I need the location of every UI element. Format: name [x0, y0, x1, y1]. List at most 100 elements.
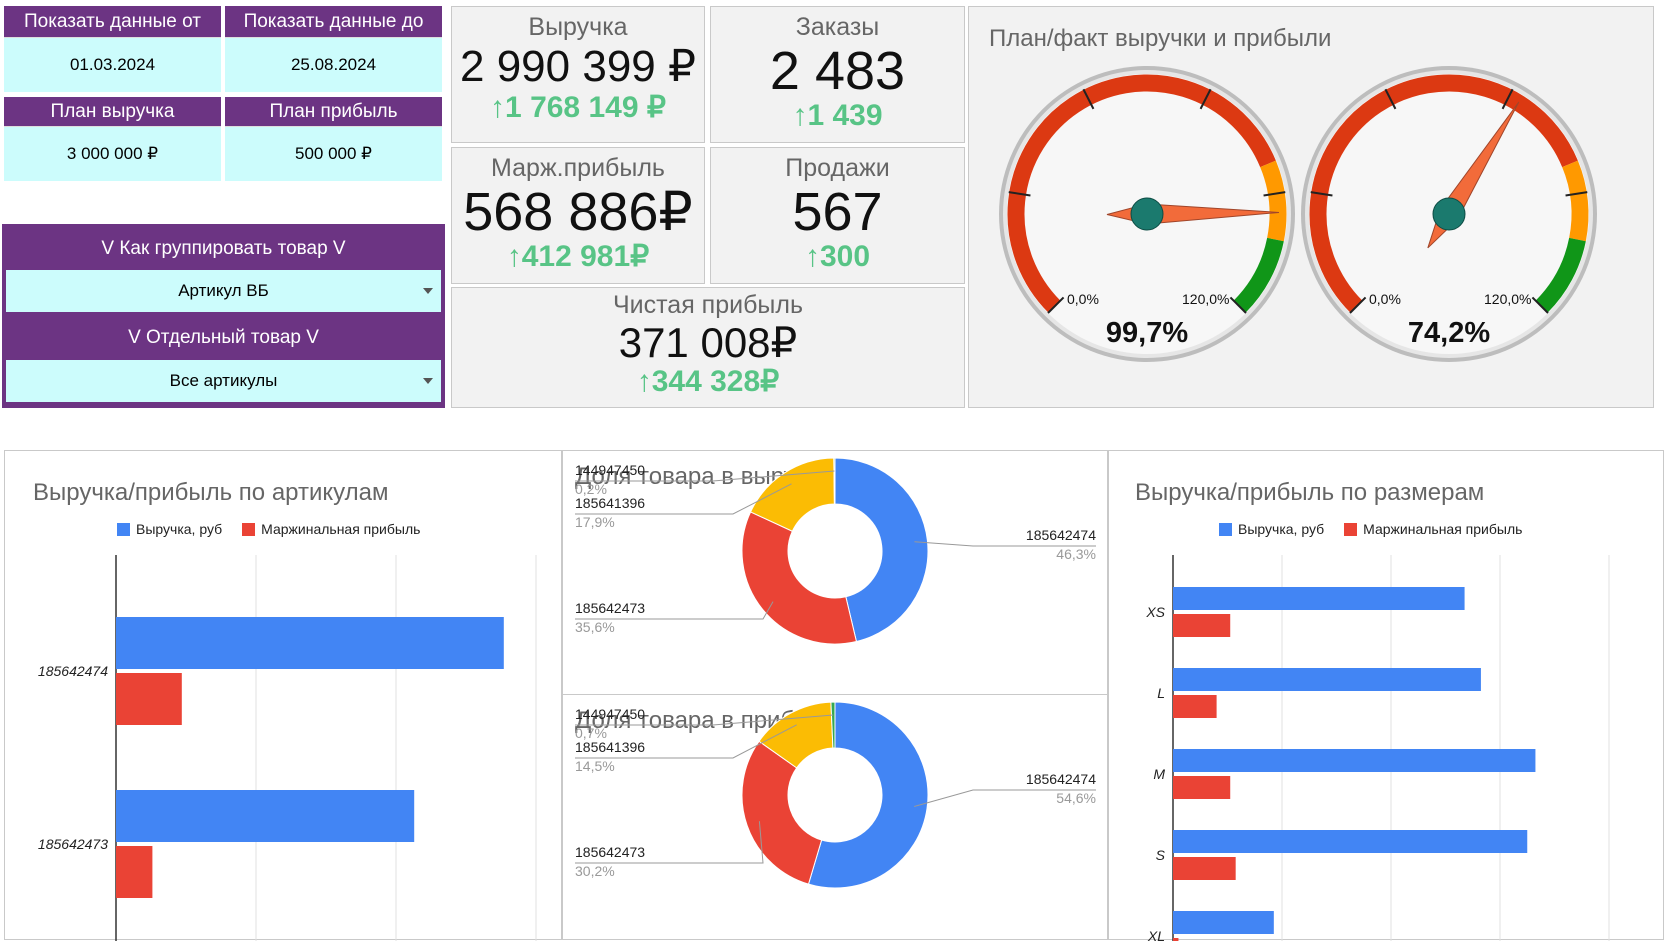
- up-arrow-icon: ↑: [490, 91, 506, 124]
- size-chart-panel: Выручка/прибыль по размерам Выручка, руб…: [1108, 450, 1664, 941]
- size-bar-chart: XS L M S XL: [1145, 555, 1610, 941]
- donut-slice: [833, 457, 836, 505]
- date-from-label: Показать данные от: [4, 6, 221, 38]
- legend-label: Маржинальная прибыль: [261, 521, 421, 537]
- gauge-value-label: 74,2%: [1408, 317, 1490, 349]
- gauge-hub: [1432, 197, 1466, 231]
- chart-title: Выручка/прибыль по размерам: [1135, 479, 1485, 506]
- up-arrow-icon: ↑: [804, 240, 820, 273]
- bar: [1173, 776, 1231, 799]
- gauge-tick: [1008, 191, 1031, 197]
- plan-profit-label: План прибыль: [225, 97, 442, 127]
- gauge-tick: [1263, 191, 1286, 197]
- legend-swatch: [1219, 522, 1232, 536]
- revenue-share-donut: 185642474 46,3% 185642473 35,6% 185641396 17,…: [575, 457, 1096, 645]
- donut-slice: [807, 701, 929, 889]
- slice-percent: 0,2%: [575, 481, 607, 497]
- legend-swatch: [117, 522, 130, 536]
- legend-swatch: [242, 522, 256, 536]
- gauge-band-green: [1233, 237, 1284, 313]
- slice-percent: 17,9%: [575, 514, 615, 530]
- kpi-sales-card: Продажи 567 ↑300: [710, 147, 965, 284]
- leader-line: [914, 541, 1096, 547]
- item-dropdown-value: Все артикулы: [169, 371, 278, 390]
- gauge-max-label: 120,0%: [1182, 291, 1229, 307]
- plan-profit-field[interactable]: 500 000 ₽: [225, 127, 442, 181]
- chart-legend: Выручка, руб Маржинальная прибыль: [1219, 521, 1522, 537]
- kpi-title: Выручка: [528, 13, 628, 41]
- gauge-tick: [1199, 88, 1212, 110]
- kpi-title: Продажи: [785, 154, 890, 182]
- bar: [1173, 587, 1465, 610]
- date-from-field[interactable]: 01.03.2024: [4, 38, 221, 92]
- donut-slice: [830, 701, 836, 749]
- kpi-value: 2 483: [769, 41, 906, 101]
- category-label: 185642474: [38, 663, 108, 679]
- category-label: S: [1156, 847, 1166, 863]
- category-label: XS: [1145, 604, 1165, 620]
- bar: [1173, 614, 1231, 637]
- leader-line: [575, 601, 774, 620]
- slice-label: 185642474: [1026, 771, 1096, 787]
- kpi-revenue-card: Выручка 2 990 399 ₽ ↑1 768 149 ₽: [451, 6, 705, 143]
- article-bar-chart: 185642474 185642473: [38, 555, 537, 941]
- leader-line: [575, 714, 834, 726]
- slice-label: 185642473: [575, 600, 645, 616]
- gauge-tick: [1082, 88, 1095, 110]
- item-dropdown[interactable]: Все артикулы: [6, 360, 441, 402]
- gauge-min-label: 0,0%: [1369, 291, 1401, 307]
- date-to-label: Показать данные до: [225, 6, 442, 38]
- bar: [1173, 749, 1536, 772]
- kpi-margin-card: Марж.прибыль 568 886₽ ↑412 981₽: [451, 147, 705, 284]
- gauges-svg: 0,0% 120,0% 99,7% 0,0% 120,0% 74,2%: [999, 66, 1597, 362]
- donut-slice: [834, 457, 929, 643]
- gauge-band-orange: [1260, 160, 1287, 242]
- leader-line: [575, 470, 835, 482]
- item-label: V Отдельный товар V: [4, 323, 443, 353]
- legend-swatch: [1344, 522, 1358, 536]
- kpi-delta: 344 328₽: [651, 365, 780, 398]
- grouping-dropdown[interactable]: Артикул ВБ: [6, 270, 441, 312]
- up-arrow-icon: ↑: [636, 365, 652, 398]
- slice-label: 144947450: [575, 706, 645, 722]
- gauge-value-label: 99,7%: [1106, 317, 1188, 349]
- slice-label: 185642473: [575, 844, 645, 860]
- plan-revenue-field[interactable]: 3 000 000 ₽: [4, 127, 221, 181]
- gauge-tick: [1531, 296, 1549, 314]
- gauge-hub: [1130, 197, 1164, 231]
- gauge-tick: [1310, 191, 1333, 197]
- chart-legend: Выручка, руб Маржинальная прибыль: [117, 521, 420, 537]
- gauge-band-orange: [1562, 160, 1589, 242]
- up-arrow-icon: ↑: [792, 99, 808, 132]
- gauge-tick: [1384, 88, 1397, 110]
- kpi-title: Чистая прибыль: [613, 291, 803, 319]
- slice-label: 185641396: [575, 739, 645, 755]
- slice-percent: 14,5%: [575, 758, 615, 774]
- plan-revenue-label: План выручка: [4, 97, 221, 127]
- profit-share-donut: 185642474 54,6% 185642473 30,2% 185641396 14,…: [575, 701, 1096, 889]
- kpi-value: 2 990 399 ₽: [460, 42, 696, 91]
- grouping-dropdown-value: Артикул ВБ: [178, 281, 269, 300]
- gauges-title: План/факт выручки и прибыли: [989, 25, 1332, 52]
- kpi-delta: 1 768 149 ₽: [505, 91, 666, 124]
- gauge-tick: [1501, 88, 1514, 110]
- grouping-label: V Как группировать товар V: [4, 234, 443, 264]
- bar: [1173, 830, 1528, 853]
- leader-line: [575, 724, 797, 759]
- kpi-net-card: Чистая прибыль 371 008₽ ↑344 328₽: [451, 287, 965, 408]
- chevron-down-icon[interactable]: [423, 288, 433, 294]
- category-label: 185642473: [38, 836, 108, 852]
- category-label: L: [1157, 685, 1165, 701]
- kpi-orders-card: Заказы 2 483 ↑1 439: [710, 6, 965, 143]
- slice-percent: 0,7%: [575, 725, 607, 741]
- donut-slice: [741, 511, 858, 645]
- kpi-delta: 412 981₽: [521, 240, 650, 273]
- chevron-down-icon[interactable]: [423, 378, 433, 384]
- leader-line: [914, 789, 1096, 808]
- slice-label: 185642474: [1026, 527, 1096, 543]
- date-to-field[interactable]: 25.08.2024: [225, 38, 442, 92]
- gauge-tick: [1047, 296, 1065, 314]
- bar: [116, 846, 153, 898]
- up-arrow-icon: ↑: [506, 240, 522, 273]
- bar: [116, 790, 415, 842]
